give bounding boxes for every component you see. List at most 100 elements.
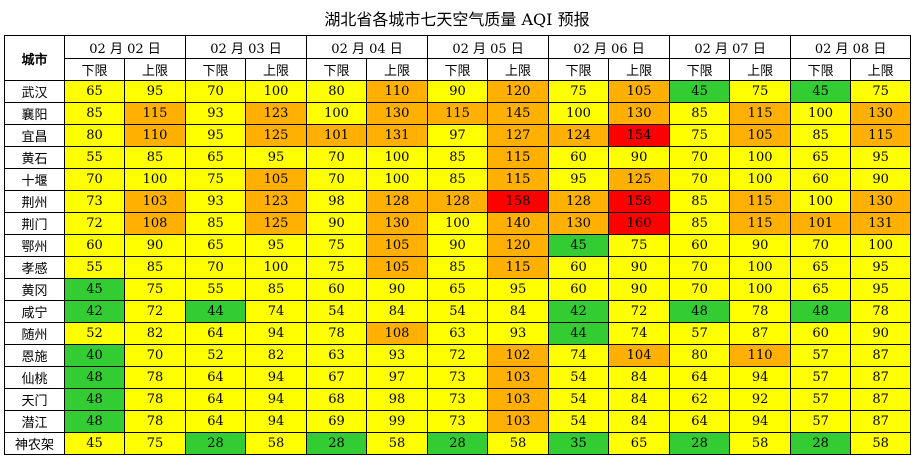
aqi-upper-cell: 120: [487, 234, 550, 257]
aqi-upper-cell: 115: [487, 256, 550, 279]
aqi-lower-cell: 52: [185, 344, 247, 367]
aqi-upper-cell: 85: [123, 256, 187, 279]
aqi-upper-cell: 82: [245, 344, 308, 367]
aqi-lower-cell: 42: [548, 300, 610, 323]
aqi-lower-cell: 54: [548, 410, 610, 433]
table-row: 宜昌 80 110 95 125 101 131 97 127 124 154 75 105 85 115: [4, 124, 912, 147]
table-row: 恩施 40 70 52 82 63 93 72 102 74 104 80 110 57 87: [4, 344, 912, 367]
aqi-upper-cell: 130: [850, 190, 912, 213]
aqi-lower-cell: 95: [548, 168, 610, 191]
aqi-lower-cell: 100: [427, 212, 489, 235]
upper-bound-header: 上限: [487, 58, 550, 81]
aqi-upper-cell: 70: [123, 344, 187, 367]
aqi-lower-cell: 69: [306, 410, 368, 433]
aqi-lower-cell: 72: [427, 344, 489, 367]
aqi-upper-cell: 105: [366, 234, 429, 257]
aqi-upper-cell: 65: [608, 432, 671, 455]
aqi-upper-cell: 110: [366, 80, 429, 103]
aqi-lower-cell: 101: [306, 124, 368, 147]
aqi-upper-cell: 74: [245, 300, 308, 323]
aqi-upper-cell: 105: [366, 256, 429, 279]
aqi-upper-cell: 95: [850, 278, 912, 301]
aqi-upper-cell: 100: [123, 168, 187, 191]
aqi-lower-cell: 75: [306, 234, 368, 257]
lower-bound-header: 下限: [669, 58, 731, 81]
aqi-lower-cell: 54: [306, 300, 368, 323]
aqi-lower-cell: 64: [185, 322, 247, 345]
aqi-upper-cell: 104: [608, 344, 671, 367]
aqi-lower-cell: 85: [669, 102, 731, 125]
aqi-upper-cell: 100: [729, 146, 792, 169]
aqi-lower-cell: 65: [185, 146, 247, 169]
aqi-upper-cell: 78: [123, 388, 187, 411]
aqi-upper-cell: 98: [366, 388, 429, 411]
aqi-lower-cell: 65: [185, 234, 247, 257]
aqi-lower-cell: 54: [548, 366, 610, 389]
table-row: 十堰 70 100 75 105 70 100 85 115 95 125 70 100 60 90: [4, 168, 912, 191]
aqi-upper-cell: 95: [850, 146, 912, 169]
city-name-cell: 襄阳: [4, 102, 65, 125]
aqi-lower-cell: 55: [185, 278, 247, 301]
aqi-upper-cell: 115: [487, 168, 550, 191]
aqi-lower-cell: 64: [185, 388, 247, 411]
aqi-upper-cell: 85: [123, 146, 187, 169]
city-name-cell: 荆州: [4, 190, 65, 213]
city-name-cell: 鄂州: [4, 234, 65, 257]
aqi-lower-cell: 85: [64, 102, 125, 125]
aqi-lower-cell: 57: [790, 388, 852, 411]
aqi-upper-cell: 94: [729, 366, 792, 389]
aqi-lower-cell: 28: [427, 432, 489, 455]
table-row: 神农架 45 75 28 58 28 58 28 58 35 65 28 58 28 58: [4, 432, 912, 455]
aqi-lower-cell: 64: [669, 366, 731, 389]
lower-bound-header: 下限: [790, 58, 852, 81]
city-name-cell: 黄冈: [4, 278, 65, 301]
aqi-lower-cell: 45: [790, 80, 852, 103]
aqi-upper-cell: 72: [608, 300, 671, 323]
table-row: 咸宁 42 72 44 74 54 84 54 84 42 72 48 78 48 78: [4, 300, 912, 323]
aqi-lower-cell: 93: [185, 102, 247, 125]
aqi-upper-cell: 85: [245, 278, 308, 301]
aqi-lower-cell: 44: [185, 300, 247, 323]
aqi-upper-cell: 100: [729, 168, 792, 191]
aqi-upper-cell: 158: [608, 190, 671, 213]
aqi-forecast-table: 城市 02 月 02 日 02 月 03 日 02 月 04 日 02 月 05…: [4, 35, 912, 455]
aqi-lower-cell: 70: [306, 168, 368, 191]
aqi-upper-cell: 94: [245, 388, 308, 411]
aqi-lower-cell: 55: [64, 256, 125, 279]
aqi-upper-cell: 93: [487, 322, 550, 345]
aqi-upper-cell: 125: [608, 168, 671, 191]
aqi-lower-cell: 65: [64, 80, 125, 103]
aqi-lower-cell: 60: [669, 234, 731, 257]
bound-header-row: 下限 上限 下限 上限 下限 上限 下限 上限 下限 上限 下限 上限 下限 上…: [5, 58, 912, 81]
aqi-upper-cell: 75: [850, 80, 912, 103]
lower-bound-header: 下限: [427, 58, 489, 81]
aqi-lower-cell: 100: [306, 102, 368, 125]
aqi-lower-cell: 48: [64, 410, 125, 433]
aqi-upper-cell: 78: [123, 366, 187, 389]
aqi-upper-cell: 58: [245, 432, 308, 455]
city-name-cell: 黄石: [4, 146, 65, 169]
aqi-lower-cell: 40: [64, 344, 125, 367]
lower-bound-header: 下限: [306, 58, 368, 81]
aqi-lower-cell: 63: [427, 322, 489, 345]
date-header: 02 月 03 日: [185, 35, 308, 59]
aqi-lower-cell: 64: [669, 410, 731, 433]
aqi-lower-cell: 100: [548, 102, 610, 125]
aqi-upper-cell: 110: [729, 344, 792, 367]
aqi-upper-cell: 87: [729, 322, 792, 345]
aqi-upper-cell: 103: [487, 366, 550, 389]
date-header-row: 城市 02 月 02 日 02 月 03 日 02 月 04 日 02 月 05…: [4, 35, 912, 81]
aqi-upper-cell: 90: [850, 168, 912, 191]
aqi-lower-cell: 100: [790, 102, 852, 125]
aqi-lower-cell: 70: [669, 278, 731, 301]
aqi-upper-cell: 102: [487, 344, 550, 367]
aqi-lower-cell: 73: [64, 190, 125, 213]
aqi-lower-cell: 52: [64, 322, 125, 345]
aqi-lower-cell: 70: [669, 256, 731, 279]
aqi-upper-cell: 158: [487, 190, 550, 213]
aqi-lower-cell: 80: [669, 344, 731, 367]
table-row: 潜江 48 78 64 94 69 99 73 103 54 84 64 94 57 87: [4, 410, 912, 433]
aqi-lower-cell: 60: [548, 256, 610, 279]
aqi-lower-cell: 57: [790, 366, 852, 389]
aqi-upper-cell: 90: [608, 278, 671, 301]
